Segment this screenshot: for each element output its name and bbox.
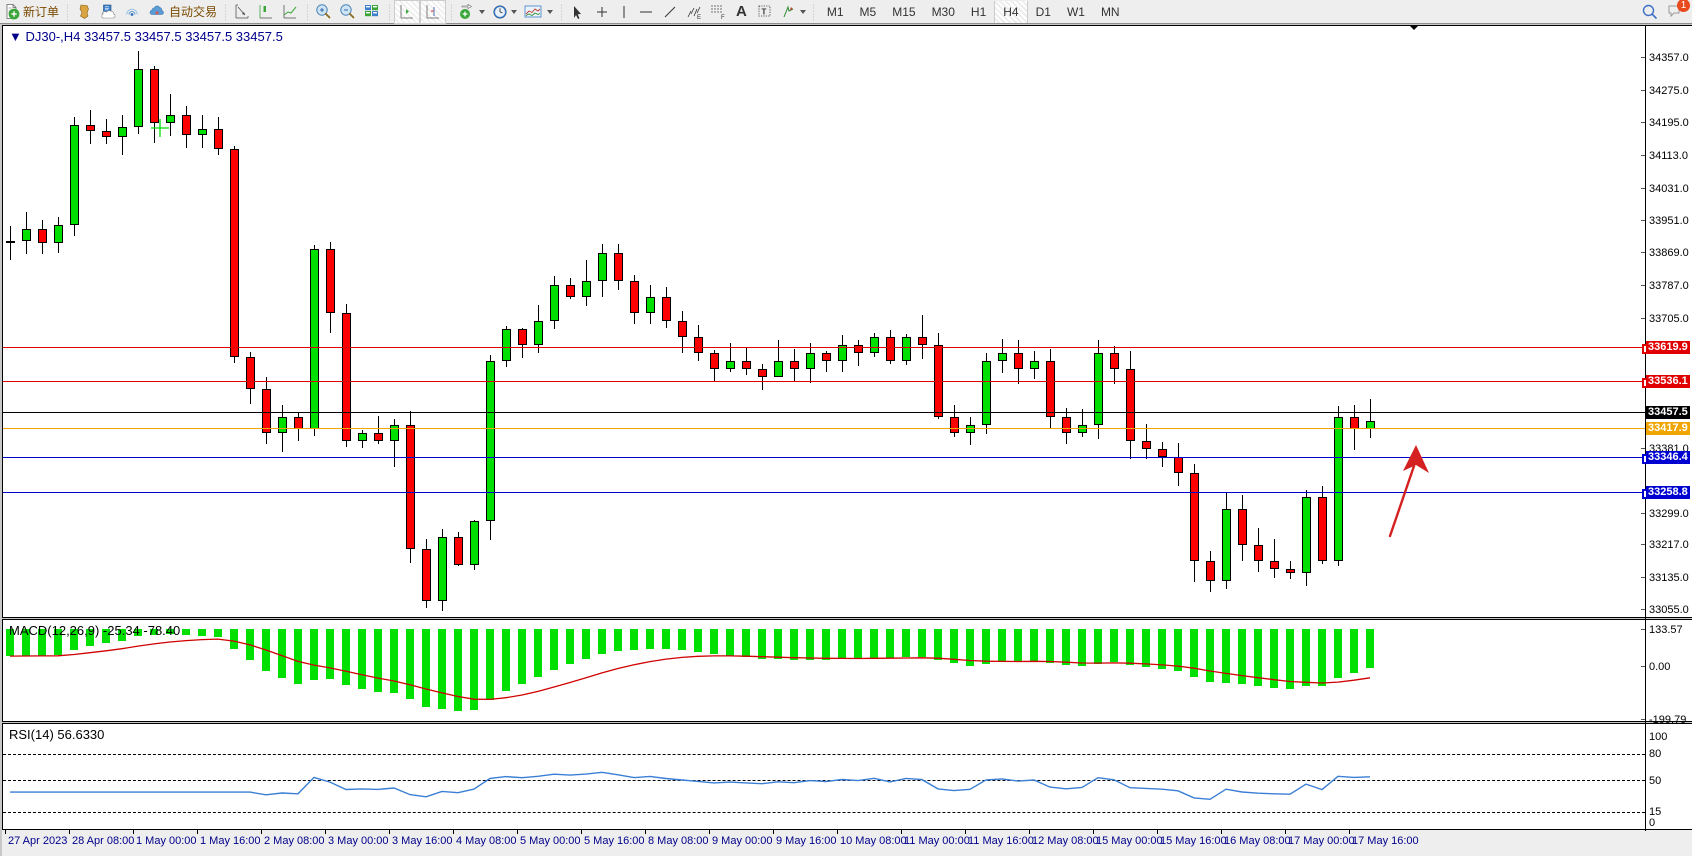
- svg-text:E: E: [697, 15, 701, 21]
- svg-text:F: F: [721, 15, 725, 21]
- svg-text:T: T: [761, 7, 766, 16]
